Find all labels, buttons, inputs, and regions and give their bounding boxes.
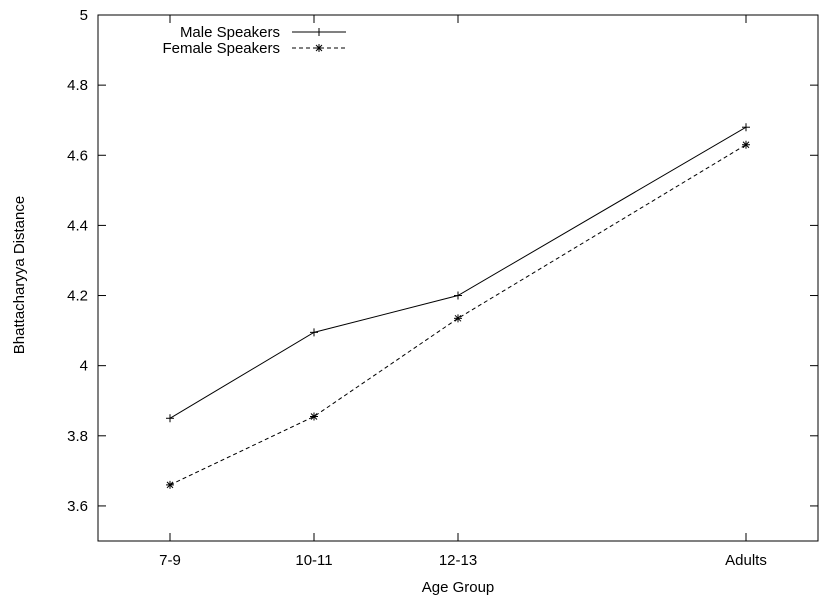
x-tick-label: Adults (725, 552, 767, 569)
asterisk-marker (315, 44, 323, 52)
plus-marker (742, 123, 750, 132)
y-tick-label: 4.2 (67, 288, 88, 305)
axes-frame (97, 14, 819, 542)
plot-border (97, 14, 819, 542)
y-tick-label: 5 (80, 7, 88, 24)
y-tick-label: 4.8 (67, 77, 88, 94)
x-tick-label: 7-9 (159, 552, 181, 569)
asterisk-marker (454, 314, 462, 323)
legend-label-1: Male Speakers (180, 24, 280, 41)
y-tick-label: 3.8 (67, 428, 88, 445)
asterisk-marker (310, 412, 318, 421)
y-axis-title: Bhattacharyya Distance (11, 196, 28, 354)
plus-marker (454, 291, 462, 300)
asterisk-marker (166, 480, 174, 489)
series-line-1 (169, 126, 747, 419)
x-tick-label: 12-13 (439, 552, 477, 569)
series-group (166, 123, 750, 489)
y-tick-label: 4 (80, 358, 88, 375)
x-tick-label: 10-11 (295, 552, 332, 569)
asterisk-marker (742, 140, 750, 149)
plus-marker (166, 414, 174, 423)
legend-label-2: Female Speakers (162, 40, 280, 57)
y-tick-label: 3.6 (67, 498, 88, 515)
y-tick-label: 4.6 (67, 147, 88, 164)
plus-marker (310, 328, 318, 337)
y-tick-label: 4.4 (67, 217, 88, 234)
series-line-2 (169, 144, 747, 486)
x-axis-title: Age Group (422, 579, 495, 596)
plus-marker (315, 28, 323, 36)
y-axis-ticks: 3.6 3.8 4 4.2 4.4 4.6 4.8 5 (67, 7, 818, 515)
x-axis-ticks: 7-9 10-11 12-13 Adults (159, 15, 767, 569)
